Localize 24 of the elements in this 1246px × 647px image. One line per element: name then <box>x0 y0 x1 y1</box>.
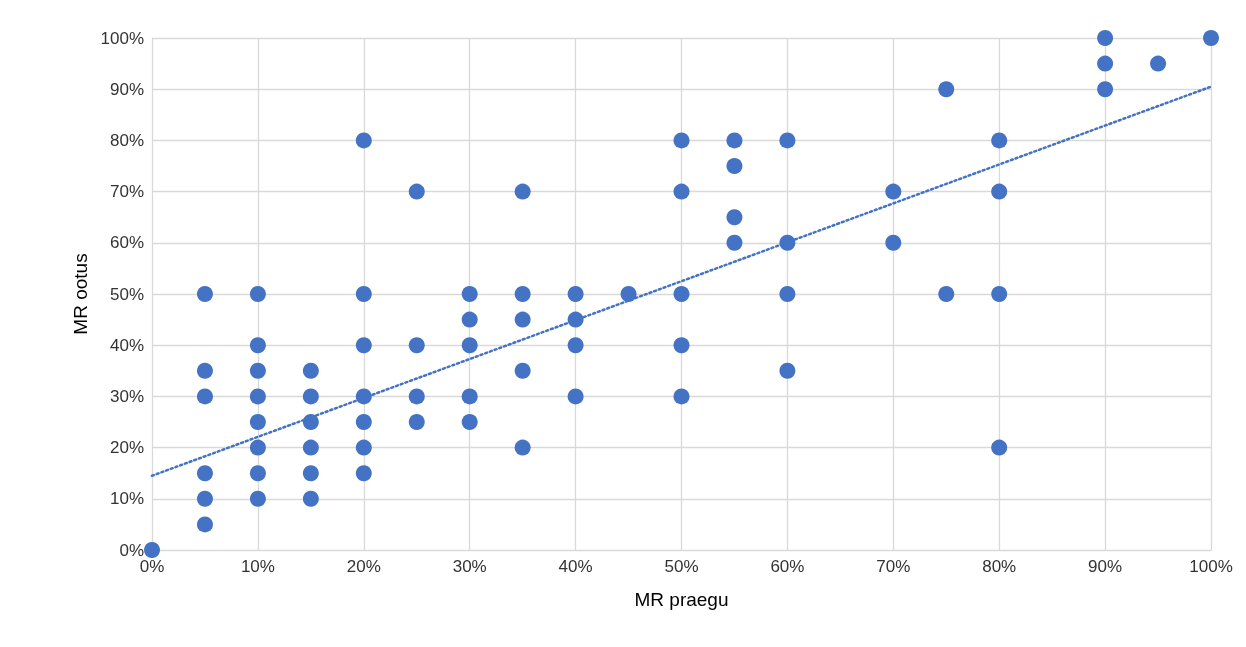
y-tick-label: 70% <box>109 182 144 202</box>
y-tick-label: 50% <box>109 284 144 304</box>
y-tick-label: 80% <box>109 130 144 150</box>
x-tick-label: 20% <box>346 557 381 576</box>
x-tick-label: 40% <box>558 557 593 576</box>
x-tick-label: 0% <box>139 557 165 576</box>
x-tick-label: 30% <box>452 557 487 576</box>
y-tick-label: 90% <box>109 79 144 99</box>
y-axis-title: MR ootus <box>69 253 91 335</box>
y-tick-label: 10% <box>109 489 144 509</box>
y-tick-label: 30% <box>109 386 144 406</box>
x-tick-label: 60% <box>770 557 805 576</box>
y-tick-label: 60% <box>109 233 144 253</box>
x-tick-label: 100% <box>1189 557 1233 576</box>
x-tick-label: 90% <box>1088 557 1123 576</box>
x-tick-label: 70% <box>876 557 911 576</box>
y-tick-label: 40% <box>109 335 144 355</box>
x-tick-label: 10% <box>240 557 275 576</box>
y-tick-label: 20% <box>109 438 144 458</box>
x-tick-label: 50% <box>664 557 699 576</box>
x-tick-label: 80% <box>982 557 1017 576</box>
y-tick-label: 0% <box>119 540 144 560</box>
x-axis-title: MR praegu <box>634 589 729 610</box>
y-tick-label: 100% <box>100 28 144 48</box>
